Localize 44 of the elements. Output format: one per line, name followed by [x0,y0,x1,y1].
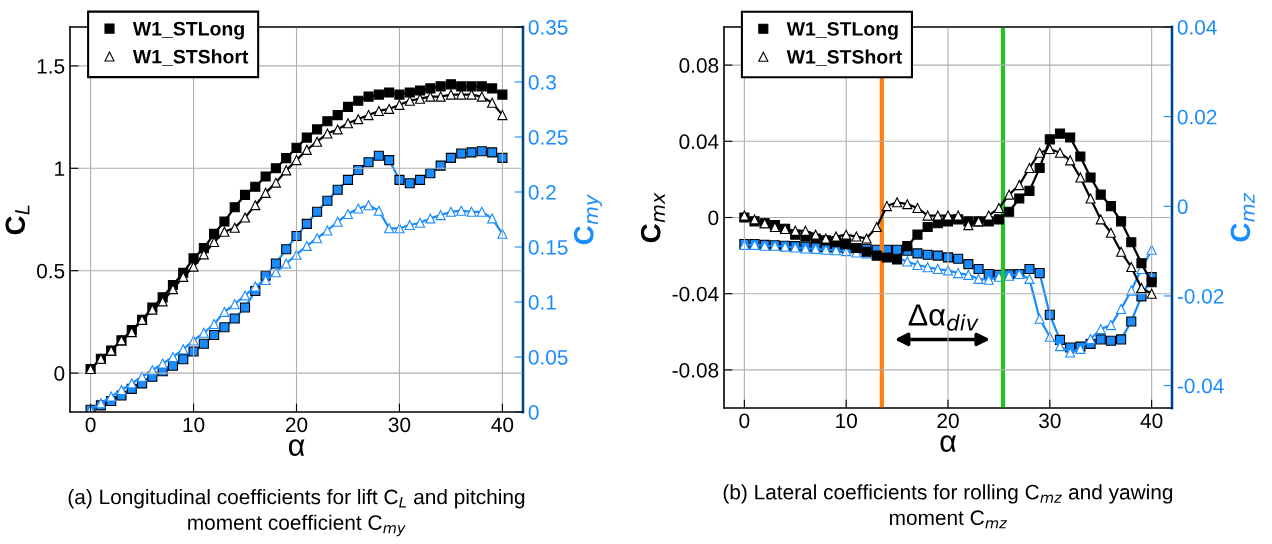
y-tick-label: 1.5 [37,59,65,74]
y2-tick-label: 0.04 [1177,20,1217,35]
y2-tick-label: 0.35 [528,20,568,35]
y-tick-label: 0 [54,366,65,381]
x-axis-title: α [940,435,956,452]
y-tick-label: 1 [55,161,65,176]
y2-tick-label: 0.1 [528,295,556,310]
y2-axis-title: C$_{my}$ [573,194,602,245]
x-tick-label: 20 [285,417,308,433]
y-axis-title: C$_{mx}$ [640,192,665,243]
y2-tick-label: -0.02 [1177,288,1224,304]
y-axis-title: C$_{L}$ [5,205,30,235]
x-tick-label: 30 [388,417,411,433]
y2-axis-title: C$_{mz}$ [1230,192,1255,242]
legend-label: W1_STLong [132,21,244,40]
x-axis-title: α [288,439,305,456]
y-tick-label: -0.08 [672,362,719,378]
y-tick-label: -0.04 [672,286,719,302]
legend-label: W1_STShort [132,49,249,66]
y2-tick-label: 0.3 [528,75,556,90]
x-tick-label: 0 [85,417,96,433]
y-tick-label: 0.5 [36,263,65,279]
y2-tick-label: 0.15 [528,240,568,255]
text: (a) Longitudinal coefficients for lift C$_{L}$ and pitching moment coefficient C$_{my}$ [68,489,525,537]
legend-label: W1_STLong [786,22,898,40]
y2-tick-label: -0.04 [1177,378,1224,394]
y2-tick-label: 0.05 [528,350,568,365]
x-tick-label: 10 [183,417,205,433]
y2-tick-label: 0 [1177,199,1188,215]
x-tick-label: 40 [491,417,514,433]
legend-label: W1_STShort [786,49,902,66]
y2-tick-label: 0.02 [1177,109,1217,125]
y2-tick-label: 0.2 [528,185,556,200]
text: (b) Lateral coefficients for rolling C$_{mz}$ and yawing moment C$_{mz}$ [723,484,1173,529]
x-tick-label: 40 [1140,413,1163,429]
annotation: Δα$_{div}$ [908,304,979,331]
x-tick-label: 20 [937,413,959,429]
y-tick-label: 0 [708,210,719,226]
y2-tick-label: 0.25 [528,130,568,145]
x-tick-label: 30 [1039,413,1061,429]
y-tick-label: 0.08 [679,58,719,73]
x-tick-label: 0 [739,413,750,429]
y-tick-label: 0.04 [679,134,719,150]
x-tick-label: 10 [836,413,857,429]
